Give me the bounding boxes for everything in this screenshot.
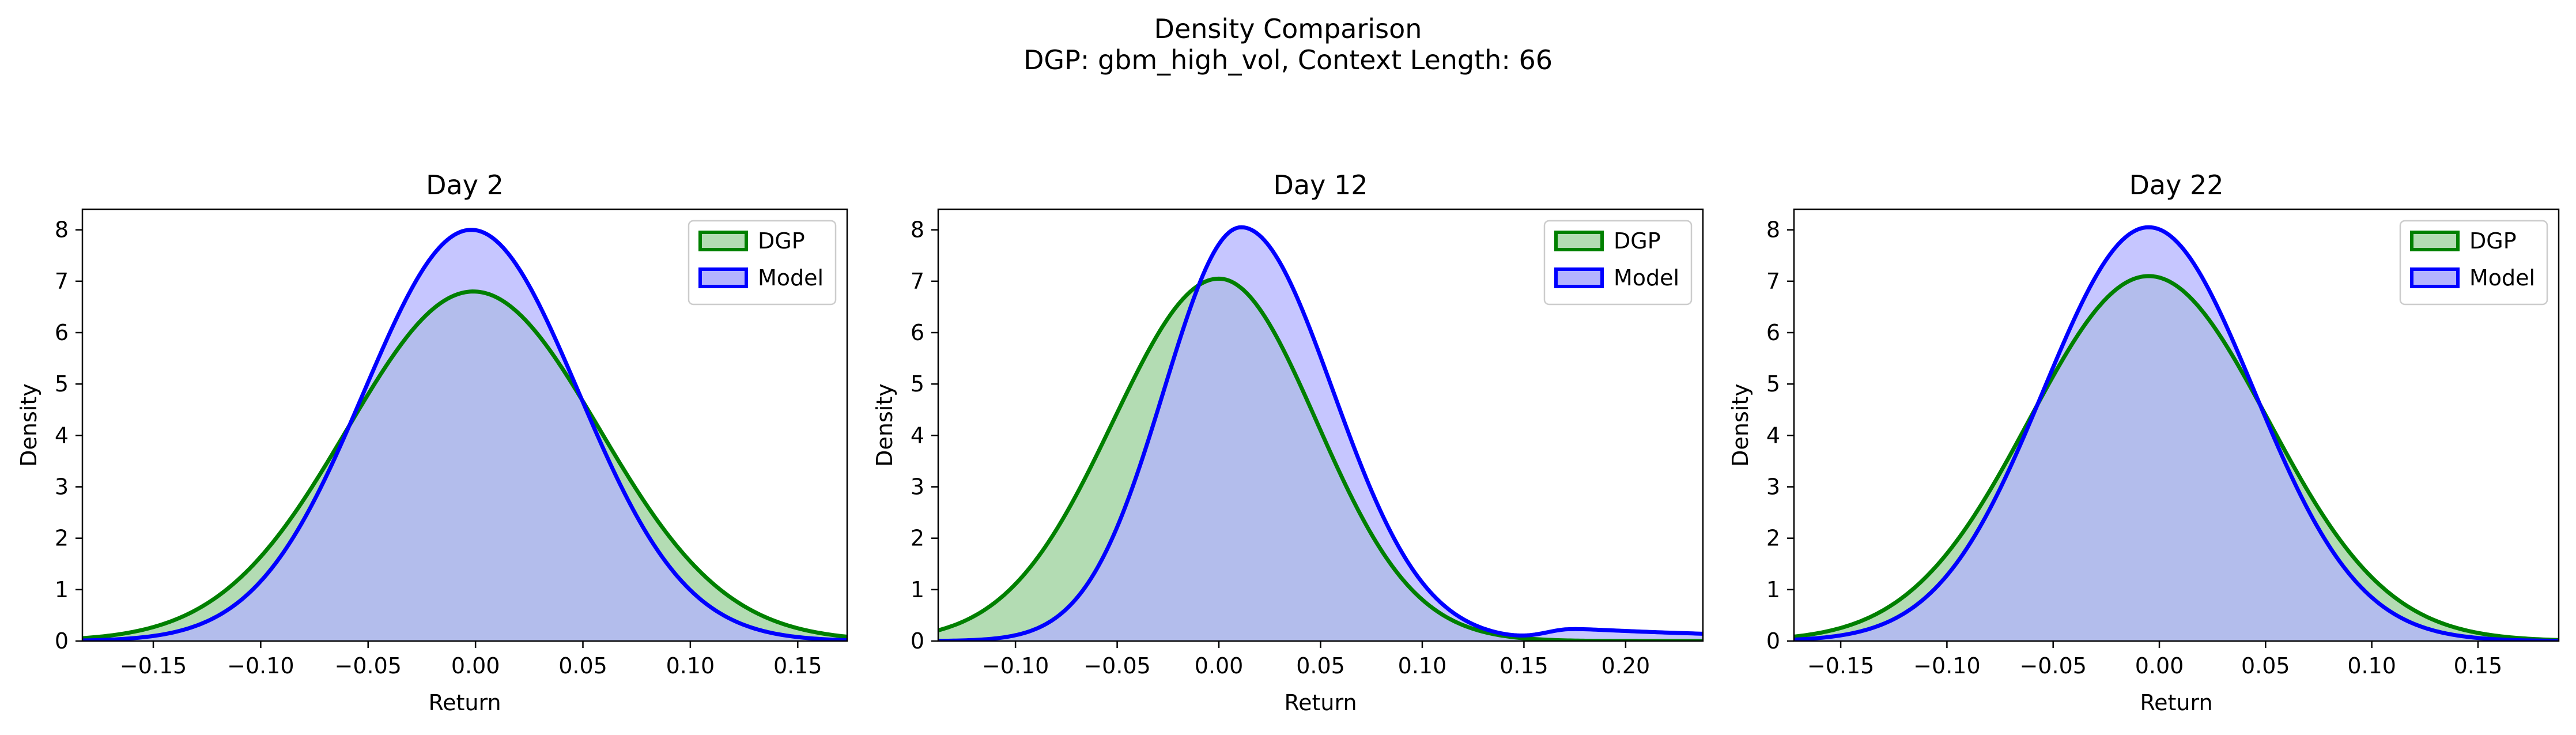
axes-frame (81, 208, 848, 642)
x-tick-label: −0.05 (335, 653, 402, 679)
figure-subtitle: DGP: gbm_high_vol, Context Length: 66 (1023, 44, 1553, 76)
legend-label-dgp: DGP (2469, 228, 2517, 254)
legend-label-model: Model (758, 265, 824, 291)
x-tick-label: 0.15 (2454, 653, 2503, 679)
legend-swatch-dgp (1554, 231, 1604, 251)
x-tick-label: −0.10 (227, 653, 294, 679)
line-model (938, 225, 1703, 641)
legend-label-dgp: DGP (1614, 228, 1661, 254)
y-tick-label: 3 (1766, 474, 1780, 500)
x-axis-label: Return (1284, 690, 1357, 715)
x-tick-label: −0.15 (1807, 653, 1874, 679)
y-tick-label: 4 (911, 423, 924, 448)
legend-swatch-dgp (2410, 231, 2460, 251)
legend-label-dgp: DGP (758, 228, 805, 254)
legend-label-model: Model (2469, 265, 2535, 291)
panel-title: Day 12 (1274, 169, 1368, 201)
y-tick-label: 5 (1766, 371, 1780, 397)
x-tick-label: 0.15 (773, 653, 822, 679)
x-tick-label: 0.20 (1601, 653, 1650, 679)
x-tick-label: 0.10 (2347, 653, 2396, 679)
line-model (82, 228, 847, 641)
legend-swatch-model (2410, 267, 2460, 288)
x-tick-label: −0.05 (2019, 653, 2086, 679)
y-tick-label: 5 (911, 371, 924, 397)
x-tick-label: 0.00 (1195, 653, 1244, 679)
figure-title: Density Comparison (1154, 13, 1422, 44)
y-tick-label: 7 (55, 269, 69, 294)
y-tick-label: 6 (911, 320, 924, 345)
y-tick-label: 1 (911, 577, 924, 602)
line-model (1794, 225, 2559, 641)
x-tick-label: −0.05 (1083, 653, 1150, 679)
y-tick-label: 2 (1766, 526, 1780, 551)
x-tick-label: 0.00 (451, 653, 500, 679)
y-axis-label: Density (1728, 383, 1753, 466)
y-tick-label: 7 (1766, 269, 1780, 294)
panel-title: Day 22 (2129, 169, 2224, 201)
y-tick-label: 4 (55, 423, 69, 448)
panel-title: Day 2 (426, 169, 504, 201)
x-tick-label: −0.15 (120, 653, 187, 679)
y-tick-label: 4 (1766, 423, 1780, 448)
x-tick-label: −0.10 (982, 653, 1049, 679)
x-tick-label: 0.00 (2135, 653, 2184, 679)
x-tick-label: 0.05 (1296, 653, 1345, 679)
line-dgp (1794, 274, 2559, 641)
y-tick-label: 1 (55, 577, 69, 602)
y-axis-label: Density (872, 383, 897, 466)
x-axis-label: Return (428, 690, 501, 715)
y-tick-label: 1 (1766, 577, 1780, 602)
legend: DGP Model (688, 220, 837, 306)
x-tick-label: −0.10 (1913, 653, 1980, 679)
line-dgp (82, 289, 847, 640)
y-tick-label: 0 (55, 628, 69, 654)
y-tick-label: 7 (911, 269, 924, 294)
area-model (1794, 227, 2559, 641)
y-tick-label: 8 (1766, 217, 1780, 243)
legend-swatch-dgp (698, 231, 748, 251)
y-tick-label: 2 (55, 526, 69, 551)
y-tick-label: 6 (55, 320, 69, 345)
y-tick-label: 6 (1766, 320, 1780, 345)
legend-swatch-model (698, 267, 748, 288)
legend-swatch-model (1554, 267, 1604, 288)
x-tick-label: 0.10 (666, 653, 715, 679)
x-tick-label: 0.15 (1499, 653, 1548, 679)
x-tick-label: 0.05 (558, 653, 607, 679)
y-axis-label: Density (16, 383, 41, 466)
chart-panel-3: −0.15 −0.10 −0.05 0.00 0.05 0.10 0.15 0 1 2 3 4 5 6 7 8… (1728, 169, 2560, 715)
x-axis-label: Return (2140, 690, 2212, 715)
y-tick-label: 3 (911, 474, 924, 500)
y-tick-label: 8 (55, 217, 69, 243)
y-tick-label: 2 (911, 526, 924, 551)
axes-frame (1793, 208, 2560, 642)
y-tick-label: 0 (911, 628, 924, 654)
legend: DGP Model (1543, 220, 1693, 306)
area-model (82, 229, 847, 641)
y-tick-label: 0 (1766, 628, 1780, 654)
legend: DGP Model (2399, 220, 2548, 306)
x-tick-label: 0.05 (2241, 653, 2290, 679)
chart-panel-2: −0.10 −0.05 0.00 0.05 0.10 0.15 0.20 0 1 2 3 4 5 6 7 8 D… (872, 169, 1704, 715)
y-tick-label: 3 (55, 474, 69, 500)
x-tick-label: 0.10 (1398, 653, 1447, 679)
legend-label-model: Model (1614, 265, 1679, 291)
y-tick-label: 8 (911, 217, 924, 243)
y-tick-label: 5 (55, 371, 69, 397)
chart-panel-1: −0.15 −0.10 −0.05 0.00 0.05 0.10 0.15 0 1 2 3 4 5 6 7 8… (16, 169, 848, 715)
